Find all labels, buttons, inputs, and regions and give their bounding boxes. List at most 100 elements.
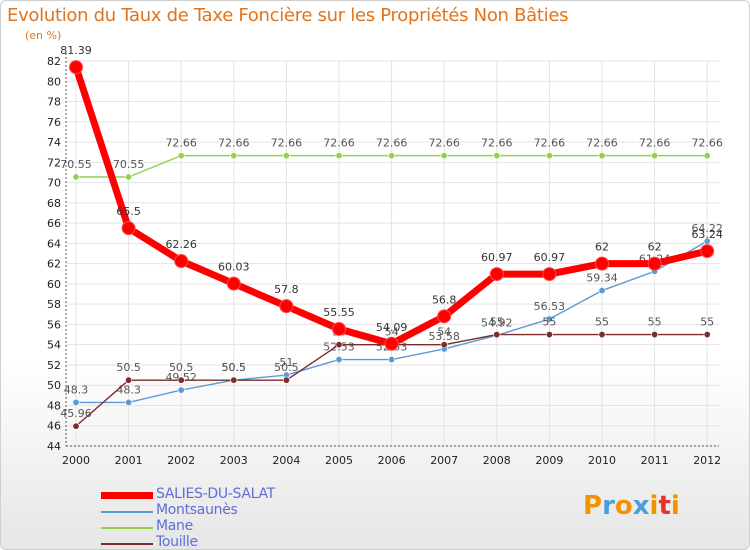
logo-letter: i — [670, 491, 680, 521]
legend-label: Montsaunès — [156, 502, 238, 518]
data-point — [545, 152, 553, 160]
data-label: 55.55 — [323, 306, 355, 319]
data-point — [72, 398, 80, 406]
data-point — [125, 173, 133, 181]
data-label: 72.66 — [691, 137, 723, 150]
x-tick-label: 2005 — [325, 454, 353, 467]
x-tick-label: 2006 — [378, 454, 406, 467]
data-point — [493, 152, 501, 160]
data-label: 72.66 — [428, 137, 460, 150]
data-point — [125, 376, 133, 384]
data-label: 56.53 — [534, 300, 566, 313]
data-label: 60.97 — [534, 251, 566, 264]
y-tick-label: 70 — [47, 177, 61, 190]
data-point — [335, 341, 343, 349]
series-salies-du-salat: 81.39 65.5 62.26 60.03 57.8 55.55 54.09 56.8 60.… — [60, 44, 723, 351]
data-point — [384, 336, 399, 351]
data-label: 72.66 — [639, 137, 671, 150]
data-point — [545, 331, 553, 339]
y-tick-label: 66 — [47, 217, 61, 230]
data-point — [174, 253, 189, 268]
data-point — [125, 398, 133, 406]
data-point — [335, 152, 343, 160]
legend-swatch — [101, 511, 153, 513]
data-label: 54 — [385, 326, 399, 339]
y-axis-unit: (en %) — [25, 29, 62, 42]
x-tick-label: 2008 — [483, 454, 511, 467]
data-point — [700, 244, 715, 259]
y-tick-label: 60 — [47, 278, 61, 291]
data-point — [69, 60, 83, 75]
y-tick-label: 48 — [47, 399, 61, 412]
data-label: 59.34 — [586, 272, 618, 285]
x-tick-label: 2012 — [693, 454, 721, 467]
x-tick-label: 2004 — [272, 454, 300, 467]
data-point — [651, 152, 659, 160]
data-label: 70.55 — [60, 158, 92, 171]
x-tick-label: 2002 — [167, 454, 195, 467]
data-label: 65.5 — [116, 205, 141, 218]
data-point — [703, 152, 711, 160]
data-label: 54 — [437, 326, 451, 339]
data-point — [72, 422, 80, 430]
legend-swatch — [101, 543, 153, 545]
legend-label: Mane — [156, 518, 193, 534]
y-tick-label: 50 — [47, 379, 61, 392]
logo-letter: x — [632, 491, 650, 521]
legend-swatch — [101, 527, 153, 529]
data-label: 63.24 — [691, 228, 723, 241]
data-point — [542, 267, 557, 282]
data-label: 62.26 — [165, 238, 197, 251]
data-label: 50.5 — [274, 361, 299, 374]
y-tick-label: 44 — [47, 440, 61, 453]
y-tick-label: 46 — [47, 420, 61, 433]
data-label: 72.66 — [534, 137, 566, 150]
data-point — [282, 376, 290, 384]
data-point — [177, 376, 185, 384]
data-point — [335, 356, 343, 364]
data-label: 62 — [595, 241, 609, 254]
y-tick-label: 56 — [47, 318, 61, 331]
data-label: 48.3 — [64, 383, 89, 396]
data-label: 48.3 — [116, 383, 141, 396]
data-label: 72.66 — [481, 137, 513, 150]
data-label: 55 — [490, 316, 504, 329]
chart-title: Evolution du Taux de Taxe Foncière sur l… — [7, 5, 569, 26]
legend-label: SALIES-DU-SALAT — [156, 486, 275, 502]
data-point — [545, 315, 553, 323]
data-label: 60.97 — [481, 251, 513, 264]
y-tick-label: 52 — [47, 359, 61, 372]
data-label: 57.8 — [274, 283, 299, 296]
data-point — [72, 173, 80, 181]
data-point — [177, 386, 185, 394]
data-point — [647, 256, 662, 271]
y-tick-label: 54 — [47, 339, 61, 352]
data-label: 72.66 — [218, 137, 250, 150]
y-tick-label: 64 — [47, 237, 61, 250]
data-point — [332, 321, 346, 336]
x-tick-label: 2000 — [62, 454, 90, 467]
y-tick-label: 80 — [47, 75, 61, 88]
legend-label: Touille — [156, 534, 198, 550]
x-tick-label: 2010 — [588, 454, 616, 467]
data-label: 54.09 — [376, 321, 408, 334]
y-tick-label: 58 — [47, 298, 61, 311]
data-point — [226, 276, 241, 291]
data-label: 53.58 — [428, 330, 460, 343]
data-point — [388, 356, 396, 364]
data-label: 81.39 — [60, 44, 92, 57]
data-point — [598, 287, 606, 295]
data-point — [230, 152, 238, 160]
proxiti-logo: Proxiti — [583, 491, 680, 521]
y-tick-label: 76 — [47, 116, 61, 129]
data-point — [230, 376, 238, 384]
data-label: 72.66 — [323, 137, 355, 150]
data-label: 72.66 — [376, 137, 408, 150]
data-label: 62 — [648, 241, 662, 254]
data-label: 72.66 — [165, 137, 197, 150]
y-tick-label: 74 — [47, 136, 61, 149]
x-tick-label: 2001 — [115, 454, 143, 467]
data-point — [440, 152, 448, 160]
